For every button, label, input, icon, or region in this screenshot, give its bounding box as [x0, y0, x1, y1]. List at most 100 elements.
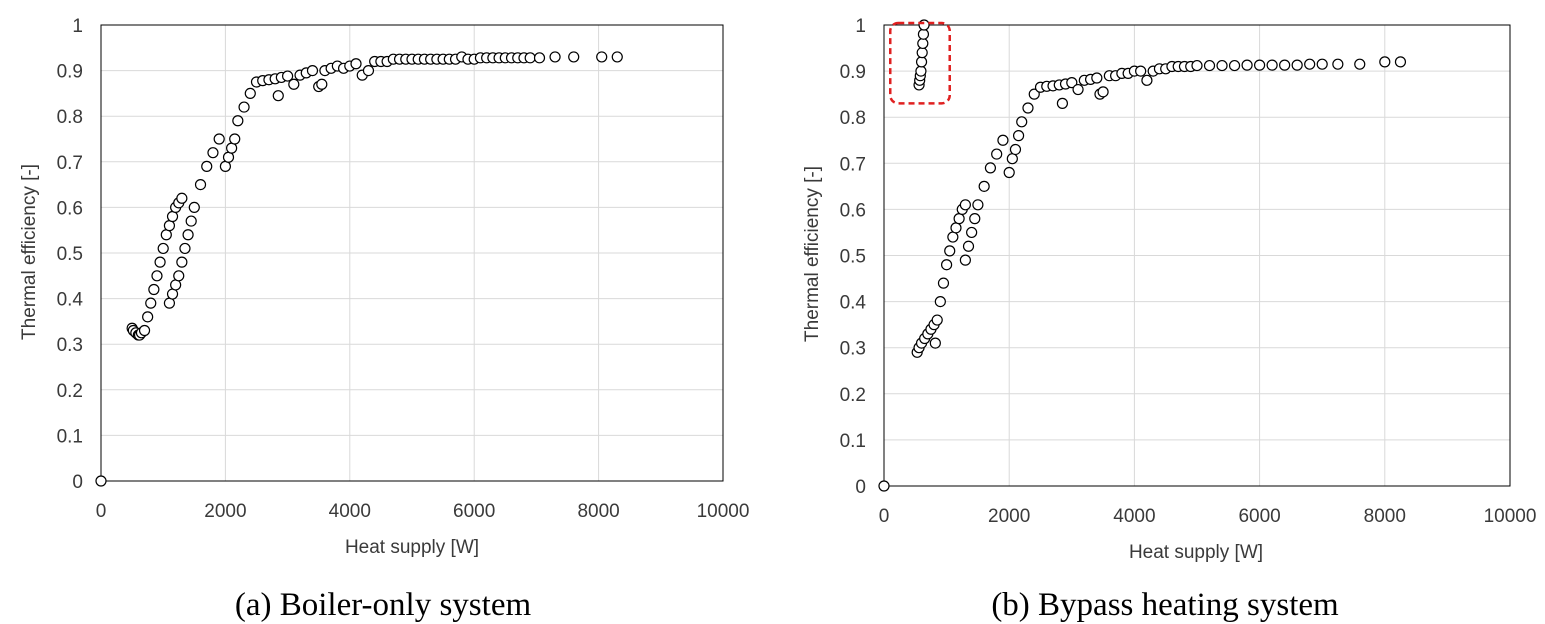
panel-b-data-point	[1009, 143, 1022, 156]
panel-b-data-point	[1266, 59, 1278, 71]
panel-a-data-point	[173, 270, 185, 282]
panel-a-data-point	[163, 220, 176, 232]
panel-a-y-tick-label: 1	[72, 16, 83, 37]
panel-b-data-point	[940, 259, 953, 271]
panel-b-data-point	[1022, 102, 1034, 114]
panel-b-data-point	[1228, 59, 1241, 72]
panel-b-x-tick-label: 10000	[1484, 506, 1537, 527]
panel-b-data-point	[917, 28, 930, 40]
panel-b-y-tick-label: 0.5	[840, 247, 866, 268]
panel-a-data-point	[145, 297, 157, 309]
panel-b: 0 2000 4000 6000 8000 10000 0 0.1 0.2 0.3 0.4 0.5 0.…	[802, 16, 1536, 623]
panel-b-data-point	[931, 314, 943, 326]
panel-b-y-tick-label: 0.9	[840, 62, 866, 83]
panel-a-y-tick-label: 0	[72, 472, 83, 493]
panel-a-data-point	[154, 256, 166, 268]
panel-b-data-point	[1072, 83, 1084, 96]
panel-b-data-point	[1028, 88, 1040, 100]
panel-b-data-point	[1091, 72, 1103, 84]
panel-b-data-point	[1291, 59, 1303, 71]
panel-a-data-point	[213, 133, 225, 145]
panel-b-y-tick-label: 0.1	[840, 431, 866, 452]
panel-a-data-point	[533, 52, 546, 64]
panel-b-y-axis-label: Thermal efficiency [-]	[802, 166, 823, 342]
panel-b-data-point	[915, 56, 928, 68]
panel-b-data-point	[1141, 74, 1153, 86]
panel-b-data-point	[944, 245, 956, 257]
panel-a-x-tick-label: 6000	[453, 501, 495, 522]
panel-a-data-point	[611, 51, 623, 63]
panel-a-data-point	[138, 324, 151, 337]
panel-a-data-point	[362, 64, 375, 77]
panel-b-data-point	[937, 277, 950, 289]
panel-a-data-point	[549, 51, 561, 63]
panel-b-x-tick-label: 8000	[1364, 506, 1406, 527]
panel-a-y-tick-label: 0.6	[57, 198, 83, 219]
panel-a-x-tick-label: 0	[96, 501, 107, 522]
panel-b-data-point	[1006, 153, 1018, 165]
panel-a-data-point	[207, 147, 219, 159]
panel-b-x-tick-label: 6000	[1238, 506, 1280, 527]
panel-b-data-point	[1304, 58, 1316, 70]
panel-a-data-point	[166, 288, 179, 300]
panel-a-data-point	[157, 242, 169, 255]
panel-a-data-point	[201, 160, 213, 172]
panel-a-caption: (a) Boiler-only system	[235, 587, 532, 623]
panel-b-y-tick-label: 0	[855, 477, 866, 498]
panel-b-data-point	[991, 148, 1003, 160]
panel-a-data-point	[596, 51, 608, 63]
panel-b-data-point	[1332, 58, 1344, 70]
panel-a-data-point	[226, 142, 238, 154]
panel-a-y-tick-label: 0.2	[57, 381, 83, 402]
panel-b-data-point	[1056, 97, 1069, 109]
panel-b-data-point	[1203, 59, 1216, 72]
panel-a-y-tick-label: 0.3	[57, 335, 83, 356]
panel-b-caption: (b) Bypass heating system	[991, 587, 1339, 623]
panel-a-data-point	[148, 283, 160, 296]
panel-b-data-point	[1066, 77, 1078, 89]
panel-b-data-point	[1279, 59, 1291, 71]
panel-a-data-point	[176, 256, 188, 268]
panel-b-data-point	[929, 337, 941, 349]
panel-b-data-point	[972, 199, 984, 211]
panel-b-data-point	[1012, 130, 1025, 142]
panel-b-data-point	[1354, 58, 1366, 70]
panel-a-data-point	[185, 215, 197, 227]
panel-a-data-point	[182, 229, 194, 241]
panel-b-data-point	[947, 231, 959, 243]
panel-b-x-tick-label: 0	[879, 506, 890, 527]
panel-a: 0 2000 4000 6000 8000 10000 0 0.1 0.2 0.3 0.4 0.5 0.…	[19, 16, 749, 623]
panel-b-data-point	[950, 222, 962, 234]
panel-a-y-tick-label: 0.8	[57, 107, 83, 128]
panel-a-data-point	[282, 70, 294, 82]
panel-b-data-point	[1003, 166, 1015, 179]
panel-b-y-tick-label: 0.8	[840, 108, 866, 129]
panel-a-data-point	[163, 297, 176, 309]
panel-a-x-tick-label: 10000	[697, 501, 750, 522]
panel-b-data-point	[1394, 56, 1407, 68]
panel-b-y-tick-label: 0.4	[840, 293, 867, 314]
panel-a-x-tick-label: 2000	[204, 501, 246, 522]
panel-a-data-point	[151, 270, 163, 282]
panel-b-data-point	[1253, 59, 1266, 71]
panel-a-data-point	[219, 160, 231, 172]
panel-a-data-point	[194, 179, 207, 191]
panel-b-data-point	[966, 226, 978, 239]
panel-b-data-point	[1316, 58, 1328, 70]
panel-a-data-point	[244, 87, 256, 100]
panel-a-data-point	[95, 475, 107, 487]
panel-b-data-point	[959, 254, 971, 266]
panel-a-x-tick-label: 8000	[577, 501, 619, 522]
panel-b-data-point	[878, 480, 890, 492]
panel-b-data-point	[917, 37, 929, 50]
panel-b-data-point	[1241, 59, 1253, 71]
panel-a-y-tick-label: 0.9	[57, 62, 83, 83]
panel-a-y-tick-label: 0.1	[57, 426, 83, 447]
panel-a-x-tick-label: 4000	[329, 501, 371, 522]
panel-a-data-point	[142, 311, 154, 323]
panel-a-data-point	[188, 201, 200, 213]
panel-b-x-tick-label: 2000	[988, 506, 1030, 527]
panel-a-data-point	[288, 78, 300, 90]
panel-b-data-point	[1216, 59, 1228, 72]
